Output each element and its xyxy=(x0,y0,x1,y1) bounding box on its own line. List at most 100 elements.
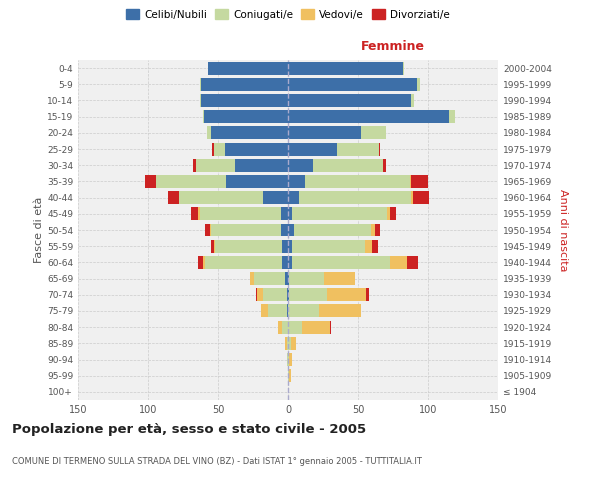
Bar xyxy=(288,62,403,74)
Bar xyxy=(292,256,390,269)
Bar xyxy=(196,159,235,172)
Bar xyxy=(289,288,327,301)
Bar xyxy=(403,62,404,74)
Bar xyxy=(235,159,288,172)
Bar xyxy=(207,126,211,140)
Bar xyxy=(226,175,288,188)
Bar xyxy=(145,175,157,188)
Bar xyxy=(288,110,449,123)
Bar xyxy=(372,240,377,252)
Bar xyxy=(250,272,254,285)
Bar xyxy=(288,94,411,107)
Bar xyxy=(201,94,288,107)
Bar xyxy=(225,142,288,156)
Bar xyxy=(288,78,417,91)
Bar xyxy=(211,126,288,140)
Bar xyxy=(205,256,283,269)
Y-axis label: Fasce di età: Fasce di età xyxy=(34,197,44,263)
Bar xyxy=(254,272,285,285)
Bar xyxy=(337,142,379,156)
Text: Popolazione per età, sesso e stato civile - 2005: Popolazione per età, sesso e stato civil… xyxy=(12,422,366,436)
Bar xyxy=(287,337,288,350)
Bar xyxy=(288,191,299,204)
Bar xyxy=(199,208,200,220)
Text: Femmine: Femmine xyxy=(361,40,425,53)
Bar xyxy=(281,224,288,236)
Bar xyxy=(411,175,428,188)
Bar xyxy=(305,175,410,188)
Bar xyxy=(288,304,319,318)
Bar xyxy=(330,320,331,334)
Bar xyxy=(157,175,226,188)
Bar xyxy=(411,94,414,107)
Bar xyxy=(191,208,199,220)
Bar xyxy=(179,191,263,204)
Bar xyxy=(417,78,419,91)
Bar xyxy=(379,142,380,156)
Bar xyxy=(204,110,288,123)
Bar xyxy=(200,208,281,220)
Bar xyxy=(262,304,268,318)
Bar xyxy=(214,240,215,252)
Bar xyxy=(289,369,291,382)
Bar xyxy=(288,208,292,220)
Bar xyxy=(285,337,287,350)
Bar xyxy=(302,320,330,334)
Text: COMUNE DI TERMENO SULLA STRADA DEL VINO (BZ) - Dati ISTAT 1° gennaio 2005 - TUTT: COMUNE DI TERMENO SULLA STRADA DEL VINO … xyxy=(12,458,422,466)
Bar xyxy=(208,62,288,74)
Bar xyxy=(325,272,355,285)
Bar xyxy=(288,224,293,236)
Bar xyxy=(211,224,281,236)
Bar xyxy=(407,256,418,269)
Bar xyxy=(361,126,386,140)
Legend: Celibi/Nubili, Coniugati/e, Vedovi/e, Divorziati/e: Celibi/Nubili, Coniugati/e, Vedovi/e, Di… xyxy=(122,5,454,24)
Bar xyxy=(283,240,288,252)
Bar xyxy=(319,304,361,318)
Bar xyxy=(283,320,288,334)
Bar xyxy=(200,94,201,107)
Bar xyxy=(214,142,225,156)
Bar xyxy=(278,320,283,334)
Bar xyxy=(288,288,289,301)
Bar xyxy=(449,110,455,123)
Bar xyxy=(299,191,411,204)
Bar xyxy=(313,159,383,172)
Bar xyxy=(288,337,291,350)
Bar xyxy=(327,288,367,301)
Bar xyxy=(263,288,287,301)
Bar xyxy=(268,304,287,318)
Bar xyxy=(281,208,288,220)
Bar xyxy=(256,288,257,301)
Bar xyxy=(212,142,214,156)
Bar xyxy=(367,288,369,301)
Bar xyxy=(288,353,289,366)
Bar xyxy=(203,110,204,123)
Y-axis label: Anni di nascita: Anni di nascita xyxy=(557,188,568,271)
Bar xyxy=(203,256,205,269)
Bar xyxy=(200,78,201,91)
Bar xyxy=(285,272,288,285)
Bar xyxy=(283,256,288,269)
Bar xyxy=(193,159,196,172)
Bar xyxy=(365,240,372,252)
Bar xyxy=(289,353,292,366)
Bar xyxy=(289,272,325,285)
Bar xyxy=(288,126,361,140)
Bar xyxy=(390,256,407,269)
Bar xyxy=(371,224,375,236)
Bar xyxy=(209,224,211,236)
Bar xyxy=(201,78,288,91)
Bar xyxy=(288,142,337,156)
Bar xyxy=(413,191,430,204)
Bar xyxy=(288,256,292,269)
Bar xyxy=(288,320,302,334)
Bar xyxy=(199,256,203,269)
Bar xyxy=(288,272,289,285)
Bar xyxy=(257,288,263,301)
Bar xyxy=(205,224,209,236)
Bar xyxy=(288,369,289,382)
Bar xyxy=(383,159,386,172)
Bar xyxy=(293,224,371,236)
Bar xyxy=(211,240,214,252)
Bar xyxy=(411,191,413,204)
